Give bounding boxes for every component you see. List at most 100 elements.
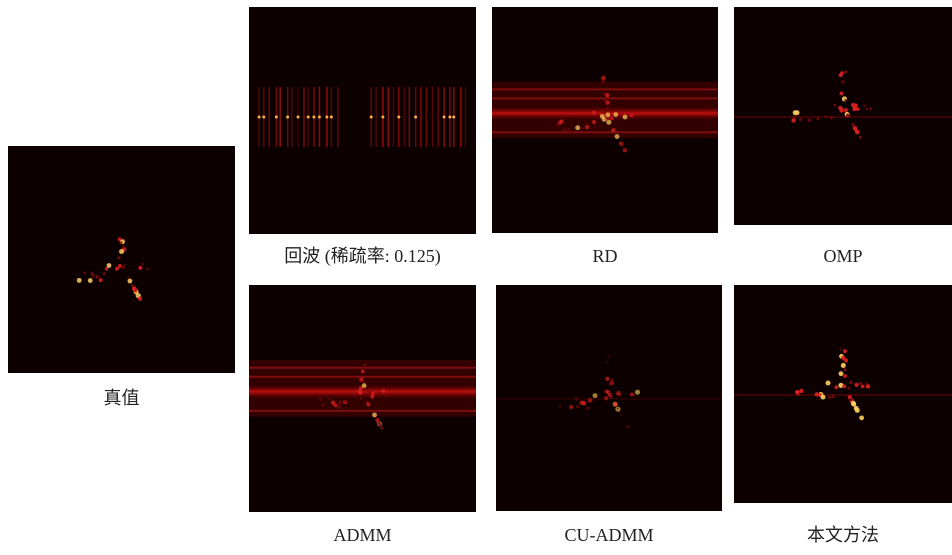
- speckle: [626, 425, 630, 429]
- speckle: [844, 98, 847, 102]
- speckle: [338, 400, 342, 404]
- speckle: [372, 412, 377, 418]
- speckle: [634, 389, 641, 395]
- echo-line: [420, 87, 422, 147]
- speckle: [613, 112, 619, 117]
- speckle: [847, 386, 851, 390]
- speckle: [567, 127, 571, 131]
- speckle: [95, 274, 99, 279]
- echo-peak: [397, 115, 401, 119]
- image-panel: [492, 7, 718, 233]
- echo-peak: [452, 115, 456, 119]
- speckle: [593, 123, 596, 126]
- clutter-line: [492, 88, 718, 91]
- speckle: [385, 394, 388, 398]
- speckle: [854, 382, 859, 388]
- speckle: [603, 92, 607, 95]
- speckle: [559, 119, 564, 124]
- speckle: [141, 262, 145, 266]
- echo-peak: [317, 115, 321, 119]
- image-panel: [734, 7, 952, 225]
- echo-line: [403, 87, 406, 147]
- speckle: [605, 116, 608, 120]
- speckle: [607, 355, 610, 358]
- speckle: [618, 115, 621, 118]
- speckle: [562, 128, 566, 132]
- speckle: [91, 276, 94, 279]
- speckle: [602, 110, 606, 115]
- speckle: [574, 397, 579, 401]
- speckle: [359, 377, 364, 382]
- speckle: [630, 392, 635, 397]
- speckle: [863, 104, 866, 107]
- speckle: [366, 402, 371, 407]
- echo-peak: [325, 115, 329, 119]
- caption: CU-ADMM: [564, 525, 653, 545]
- speckle: [375, 418, 380, 423]
- speckle: [601, 79, 605, 83]
- speckle: [840, 362, 846, 368]
- speckle: [860, 384, 865, 389]
- image-panel: [734, 285, 952, 503]
- speckle: [619, 112, 622, 116]
- speckle: [121, 266, 125, 270]
- image-panel: [249, 285, 476, 512]
- speckle: [601, 75, 606, 81]
- speckle: [825, 380, 831, 386]
- clutter-line: [249, 375, 476, 378]
- speckle: [606, 361, 609, 364]
- speckle: [146, 267, 149, 271]
- speckle: [847, 393, 850, 396]
- speckle: [839, 91, 844, 96]
- speckle: [106, 263, 112, 268]
- speckle: [132, 286, 137, 291]
- speckle: [606, 119, 612, 125]
- clutter-band: [249, 384, 476, 399]
- speckle: [606, 389, 611, 395]
- speckle: [840, 71, 844, 75]
- speckle: [380, 426, 384, 430]
- speckle: [843, 70, 848, 74]
- speckle: [610, 380, 613, 383]
- speckle: [367, 394, 370, 397]
- echo-peak: [306, 115, 310, 119]
- speckle: [849, 397, 853, 402]
- speckle: [580, 127, 584, 130]
- speckle: [361, 383, 367, 388]
- speckle: [629, 113, 634, 118]
- echo-line: [392, 87, 395, 147]
- speckle: [606, 107, 609, 110]
- speckle: [841, 80, 845, 84]
- echo-line: [279, 87, 281, 147]
- speckle: [807, 118, 811, 122]
- speckle: [859, 415, 864, 421]
- speckle: [360, 369, 365, 374]
- speckle: [816, 117, 820, 120]
- echo-line: [432, 87, 434, 147]
- speckle: [582, 401, 587, 406]
- speckle: [820, 394, 826, 400]
- speckle: [865, 382, 868, 385]
- echo-peak: [286, 115, 290, 119]
- caption: 本文方法: [807, 525, 879, 545]
- speckle: [849, 380, 853, 385]
- speckle: [854, 407, 860, 413]
- echo-peak: [448, 115, 452, 119]
- echo-peak: [414, 115, 418, 119]
- speckle: [127, 278, 133, 284]
- speckle: [603, 99, 607, 102]
- speckle: [622, 147, 626, 151]
- speckle: [381, 389, 386, 393]
- speckle: [587, 397, 593, 403]
- echo-peak: [442, 115, 446, 119]
- echo-line: [303, 87, 305, 147]
- echo-line: [460, 87, 462, 147]
- speckle: [850, 400, 856, 406]
- speckle: [841, 355, 846, 360]
- speckle: [858, 381, 863, 385]
- speckle: [363, 380, 366, 384]
- echo-peak: [369, 115, 373, 119]
- speckle: [357, 388, 363, 394]
- speckle: [556, 122, 560, 127]
- speckle: [343, 399, 347, 403]
